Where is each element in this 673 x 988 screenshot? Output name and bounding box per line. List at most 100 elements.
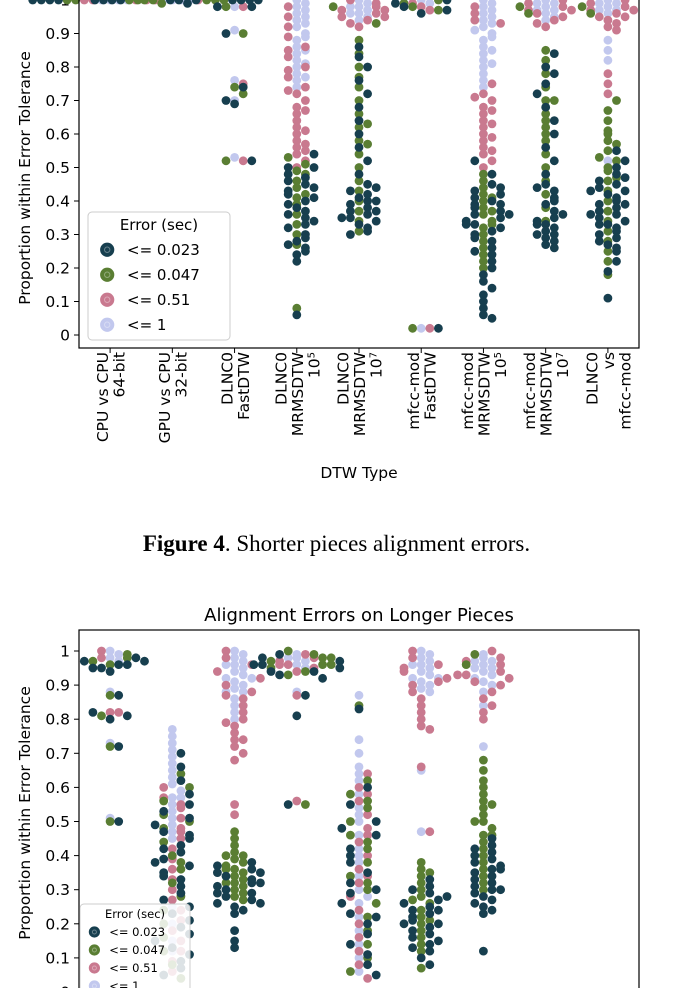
data-point-0-023 [549, 243, 559, 253]
data-point-0-047 [479, 169, 488, 179]
data-point-0-047 [230, 834, 240, 843]
data-point-0-023 [470, 210, 480, 219]
data-point-0-023 [549, 236, 559, 246]
data-point-0-023 [247, 878, 257, 888]
data-point-0-023 [346, 888, 355, 898]
data-point-0-023 [256, 898, 265, 908]
data-point-0-023 [176, 875, 186, 884]
data-point-0-047 [363, 858, 372, 867]
data-point-0-51 [479, 708, 488, 717]
legend-label-0-047: <= 0.047 [109, 943, 165, 957]
data-point-0-047 [346, 967, 355, 976]
data-point-1 [416, 667, 426, 676]
data-point-1 [354, 776, 364, 785]
data-point-0-047 [416, 946, 426, 956]
data-point-0-047 [461, 660, 471, 669]
data-point-0-047 [148, 0, 158, 5]
data-point-0-047 [479, 250, 488, 259]
data-point-0-047 [541, 45, 551, 55]
data-point-0-023 [487, 871, 497, 881]
data-point-0-023 [230, 909, 240, 918]
x-axis-label: DTW Type [320, 464, 397, 482]
data-point-0-51 [612, 19, 621, 28]
data-point-0-51 [487, 687, 497, 697]
data-point-1 [487, 5, 497, 15]
data-point-1 [176, 786, 186, 796]
data-point-0-023 [354, 42, 364, 52]
data-point-0-023 [185, 789, 194, 799]
data-point-0-023 [470, 858, 480, 867]
data-point-0-047 [577, 2, 587, 12]
data-point-0-047 [603, 116, 613, 125]
data-point-0-51 [487, 96, 497, 105]
data-point-1 [416, 827, 426, 837]
data-point-0-023 [54, 0, 63, 5]
data-point-0-047 [354, 109, 364, 119]
data-point-0-51 [620, 2, 630, 12]
data-point-1 [176, 793, 186, 802]
data-point-0-023 [105, 667, 115, 676]
data-point-0-023 [346, 213, 355, 223]
x-tick-label: GPU vs CPU [156, 352, 174, 443]
data-point-0-023 [230, 99, 240, 109]
data-point-0-023 [346, 186, 355, 196]
data-point-1 [425, 680, 435, 690]
data-point-0-51 [567, 5, 576, 15]
data-point-0-023 [549, 213, 559, 223]
data-point-0-51 [487, 79, 497, 89]
data-point-1 [354, 817, 364, 826]
data-point-1 [301, 0, 310, 8]
data-point-0-023 [399, 2, 409, 12]
data-point-0-51 [603, 15, 613, 25]
data-point-0-047 [479, 858, 488, 867]
data-point-0-023 [479, 909, 488, 918]
data-point-0-023 [185, 830, 194, 840]
data-point-1 [479, 9, 488, 18]
data-point-0-51 [363, 15, 372, 25]
data-point-0-51 [470, 9, 480, 18]
y-tick-label: 0.4 [45, 193, 70, 211]
data-point-0-047 [541, 109, 551, 119]
data-point-0-047 [416, 939, 426, 949]
data-point-0-023 [363, 196, 372, 206]
data-point-0-51 [213, 667, 222, 676]
y-tick-label: 0.3 [45, 226, 70, 244]
data-point-0-023 [425, 888, 435, 898]
data-point-0-023 [371, 206, 381, 216]
data-point-0-047 [133, 0, 143, 5]
data-point-1 [479, 62, 488, 72]
data-point-0-023 [541, 233, 551, 243]
data-point-0-023 [541, 240, 551, 250]
legend-marker-ring [91, 929, 97, 935]
data-point-0-51 [363, 830, 372, 840]
legend-label-0-51: <= 0.51 [109, 961, 158, 975]
data-point-0-047 [416, 892, 426, 901]
data-point-0-023 [487, 313, 497, 323]
data-point-0-047 [603, 176, 613, 186]
data-point-0-023 [541, 79, 551, 89]
data-point-0-047 [301, 800, 310, 809]
data-point-1 [301, 656, 310, 666]
data-point-0-51 [479, 89, 488, 99]
legend-marker-0-047 [100, 267, 115, 282]
data-point-0-51 [479, 102, 488, 112]
data-point-0-51 [283, 72, 293, 82]
data-point-0-047 [363, 803, 372, 813]
legend-marker-ring [104, 246, 111, 253]
x-tick-label: DLNC0 [335, 352, 353, 405]
data-point-0-51 [487, 133, 497, 142]
data-point-0-047 [97, 711, 106, 721]
data-point-0-047 [122, 653, 132, 663]
data-point-0-51 [603, 69, 613, 79]
data-point-0-047 [88, 656, 98, 666]
data-point-0-51 [371, 2, 381, 12]
data-point-0-047 [230, 847, 240, 857]
data-point-1 [230, 667, 240, 676]
data-point-0-047 [363, 139, 372, 149]
data-point-0-023 [247, 858, 257, 867]
data-point-1 [487, 680, 497, 690]
data-point-0-023 [496, 864, 505, 874]
data-point-1 [167, 793, 177, 802]
data-point-0-047 [416, 864, 426, 874]
data-point-0-51 [176, 813, 186, 823]
